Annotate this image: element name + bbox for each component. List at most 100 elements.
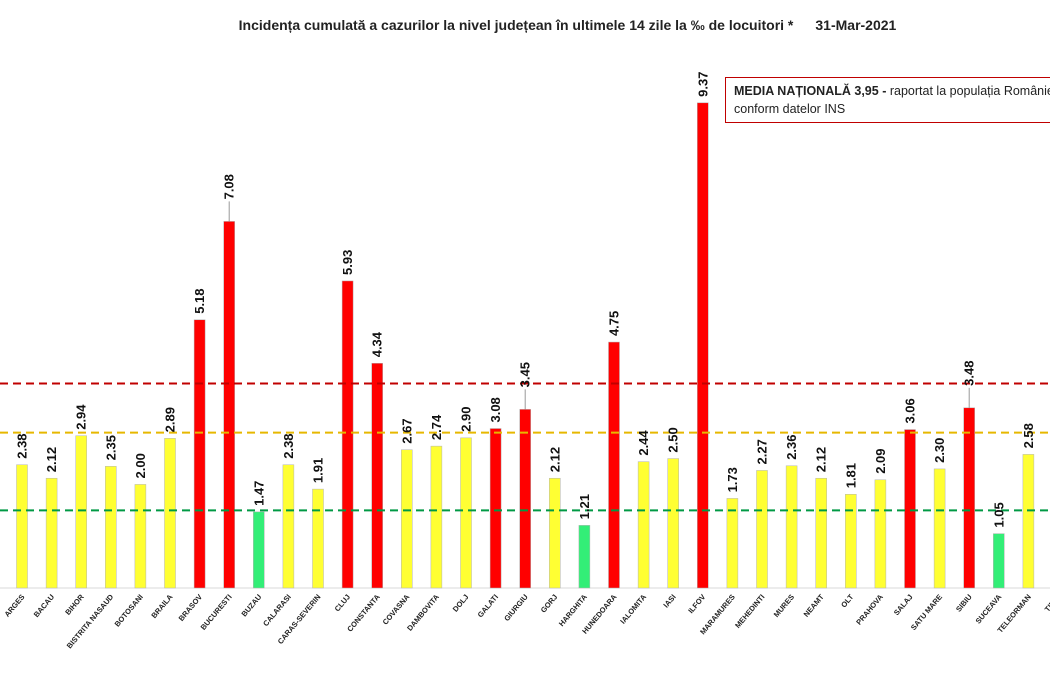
bar-galati (489, 428, 502, 589)
value-label: 2.00 (133, 453, 148, 478)
bar-satu-mare (933, 468, 946, 589)
category-label: BACAU (32, 593, 56, 620)
value-label: 1.73 (725, 467, 740, 492)
category-label: BRASOV (177, 593, 205, 623)
bar-bacau (45, 477, 58, 589)
category-label: MEHEDINTI (733, 593, 766, 630)
bar-braila (164, 438, 176, 589)
category-label: SUCEAVA (974, 592, 1004, 625)
bar-ilfov (697, 102, 709, 589)
value-label: 1.81 (843, 463, 858, 488)
category-label: BIHOR (63, 592, 86, 617)
value-label: 2.30 (932, 438, 947, 463)
value-label: 5.18 (192, 288, 207, 313)
category-label: SIBIU (954, 593, 974, 614)
national-average-line2: conform datelor INS (734, 102, 846, 116)
category-label: CLUJ (333, 593, 352, 614)
bar-prahova (874, 479, 887, 589)
value-label: 5.93 (340, 250, 355, 275)
value-label: 2.67 (399, 418, 414, 443)
bar-iasi (667, 458, 679, 589)
value-label: 2.74 (429, 414, 444, 440)
bar-caras-severin (312, 488, 324, 589)
value-label: 2.89 (163, 407, 178, 432)
value-label: 2.90 (459, 407, 474, 432)
national-average-dash: - (882, 84, 887, 98)
value-label: 2.44 (636, 430, 651, 456)
value-label: 4.34 (370, 331, 385, 357)
bar-gorj (549, 477, 561, 589)
bar-maramures (726, 498, 739, 589)
national-average-text1: raportat la populația României (889, 84, 1050, 98)
category-label: ILFOV (686, 593, 707, 616)
bar-sibiu (963, 407, 975, 589)
chart-title: Incidența cumulată a cazurilor la nivel … (0, 17, 1050, 33)
value-label: 2.12 (814, 447, 829, 472)
bar-olt (845, 494, 857, 589)
bar-cluj (341, 280, 354, 589)
value-label: 2.38 (15, 433, 30, 458)
bar-arges (16, 464, 28, 589)
category-label: COVASNA (381, 592, 412, 627)
value-label: 1.21 (577, 494, 592, 519)
category-label: ARGES (2, 593, 26, 619)
value-label: 9.37 (695, 72, 710, 97)
value-label: 2.27 (755, 439, 770, 464)
bar-covasna (401, 449, 413, 589)
national-average-box: MEDIA NAȚIONALĂ 3,95 - raportat la popul… (725, 77, 1050, 123)
category-label: MURES (772, 593, 796, 620)
category-label: IASI (661, 593, 677, 610)
value-label: 1.47 (251, 481, 266, 506)
national-average-value: 3,95 (854, 84, 879, 98)
chart-date: 31-Mar-2021 (815, 17, 897, 33)
value-label: 3.08 (488, 397, 503, 422)
category-label: NEAMT (802, 592, 826, 619)
bar-bucuresti (223, 221, 235, 589)
category-label: GIURGIU (502, 593, 530, 623)
value-label: 4.75 (607, 311, 622, 336)
bar-constanta (371, 363, 383, 589)
national-average-line1: MEDIA NAȚIONALĂ 3,95 - raportat la popul… (734, 82, 1050, 100)
category-label: IALOMITA (618, 592, 648, 626)
bar-mehedinti (756, 470, 768, 589)
value-label: 2.50 (666, 427, 681, 452)
bar-teleorman (1022, 454, 1035, 589)
bar-harghita (578, 525, 591, 589)
category-label: DOLJ (451, 593, 471, 614)
value-label: 3.45 (518, 362, 533, 387)
value-label: 3.48 (962, 360, 977, 385)
bar-buzau (253, 511, 265, 589)
bar-dolj (460, 437, 472, 589)
value-label: 2.12 (44, 447, 59, 472)
bar-suceava (993, 533, 1005, 589)
category-label: BUZAU (240, 593, 264, 619)
bar-dambovita (430, 445, 443, 589)
category-label: BRAILA (149, 592, 174, 620)
value-label: 1.05 (991, 502, 1006, 527)
value-label: 2.38 (281, 433, 296, 458)
value-label: 2.94 (74, 404, 89, 430)
bar-brasov (193, 319, 206, 589)
bar-bistrita-nasaud (105, 466, 117, 589)
value-label: 1.91 (311, 458, 326, 483)
category-label: TIMIS (1043, 593, 1050, 614)
value-label: 2.09 (873, 448, 888, 473)
bar-giurgiu (519, 409, 531, 589)
national-average-label: MEDIA NAȚIONALĂ (734, 84, 851, 98)
category-label: PRAHOVA (854, 592, 885, 627)
value-label: 3.06 (903, 398, 918, 423)
category-label: OLT (839, 592, 855, 609)
value-label: 2.12 (547, 447, 562, 472)
bar-bihor (75, 435, 87, 589)
bar-mures (785, 465, 798, 589)
category-label: HARGHITA (557, 592, 589, 628)
bar-hunedoara (608, 341, 620, 589)
chart-title-text: Incidența cumulată a cazurilor la nivel … (238, 17, 794, 33)
value-label: 2.36 (784, 434, 799, 459)
category-label: GORJ (539, 593, 560, 615)
bar-calarasi (282, 464, 295, 589)
bar-botosani (134, 484, 147, 589)
category-label: SALAJ (892, 593, 915, 618)
value-label: 2.58 (1021, 423, 1036, 448)
